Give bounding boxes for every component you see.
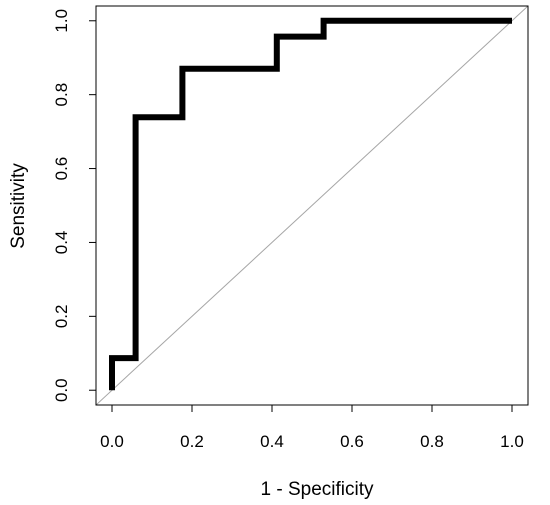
y-axis-title: Sensitivity bbox=[8, 163, 29, 249]
roc-curve bbox=[109, 17, 512, 391]
x-tick-label: 0.2 bbox=[180, 432, 204, 451]
x-tick-label: 0.8 bbox=[420, 432, 444, 451]
x-axis-title: 1 - Specificity bbox=[261, 479, 374, 500]
y-tick-label: 0.8 bbox=[52, 83, 71, 107]
y-tick-label: 1.0 bbox=[52, 9, 71, 33]
y-tick-label: 0.0 bbox=[52, 378, 71, 402]
x-tick-label: 0.6 bbox=[340, 432, 364, 451]
x-tick-label: 0.4 bbox=[260, 432, 284, 451]
x-axis: 0.0 0.2 0.4 0.6 0.8 1.0 bbox=[100, 404, 524, 451]
y-tick-label: 0.4 bbox=[52, 231, 71, 255]
y-tick-label: 0.2 bbox=[52, 305, 71, 329]
y-axis: 0.0 0.2 0.4 0.6 0.8 1.0 bbox=[52, 9, 97, 402]
y-tick-label: 0.6 bbox=[52, 157, 71, 181]
x-tick-label: 1.0 bbox=[500, 432, 524, 451]
reference-diagonal-line bbox=[96, 6, 528, 405]
x-tick-label: 0.0 bbox=[100, 432, 124, 451]
